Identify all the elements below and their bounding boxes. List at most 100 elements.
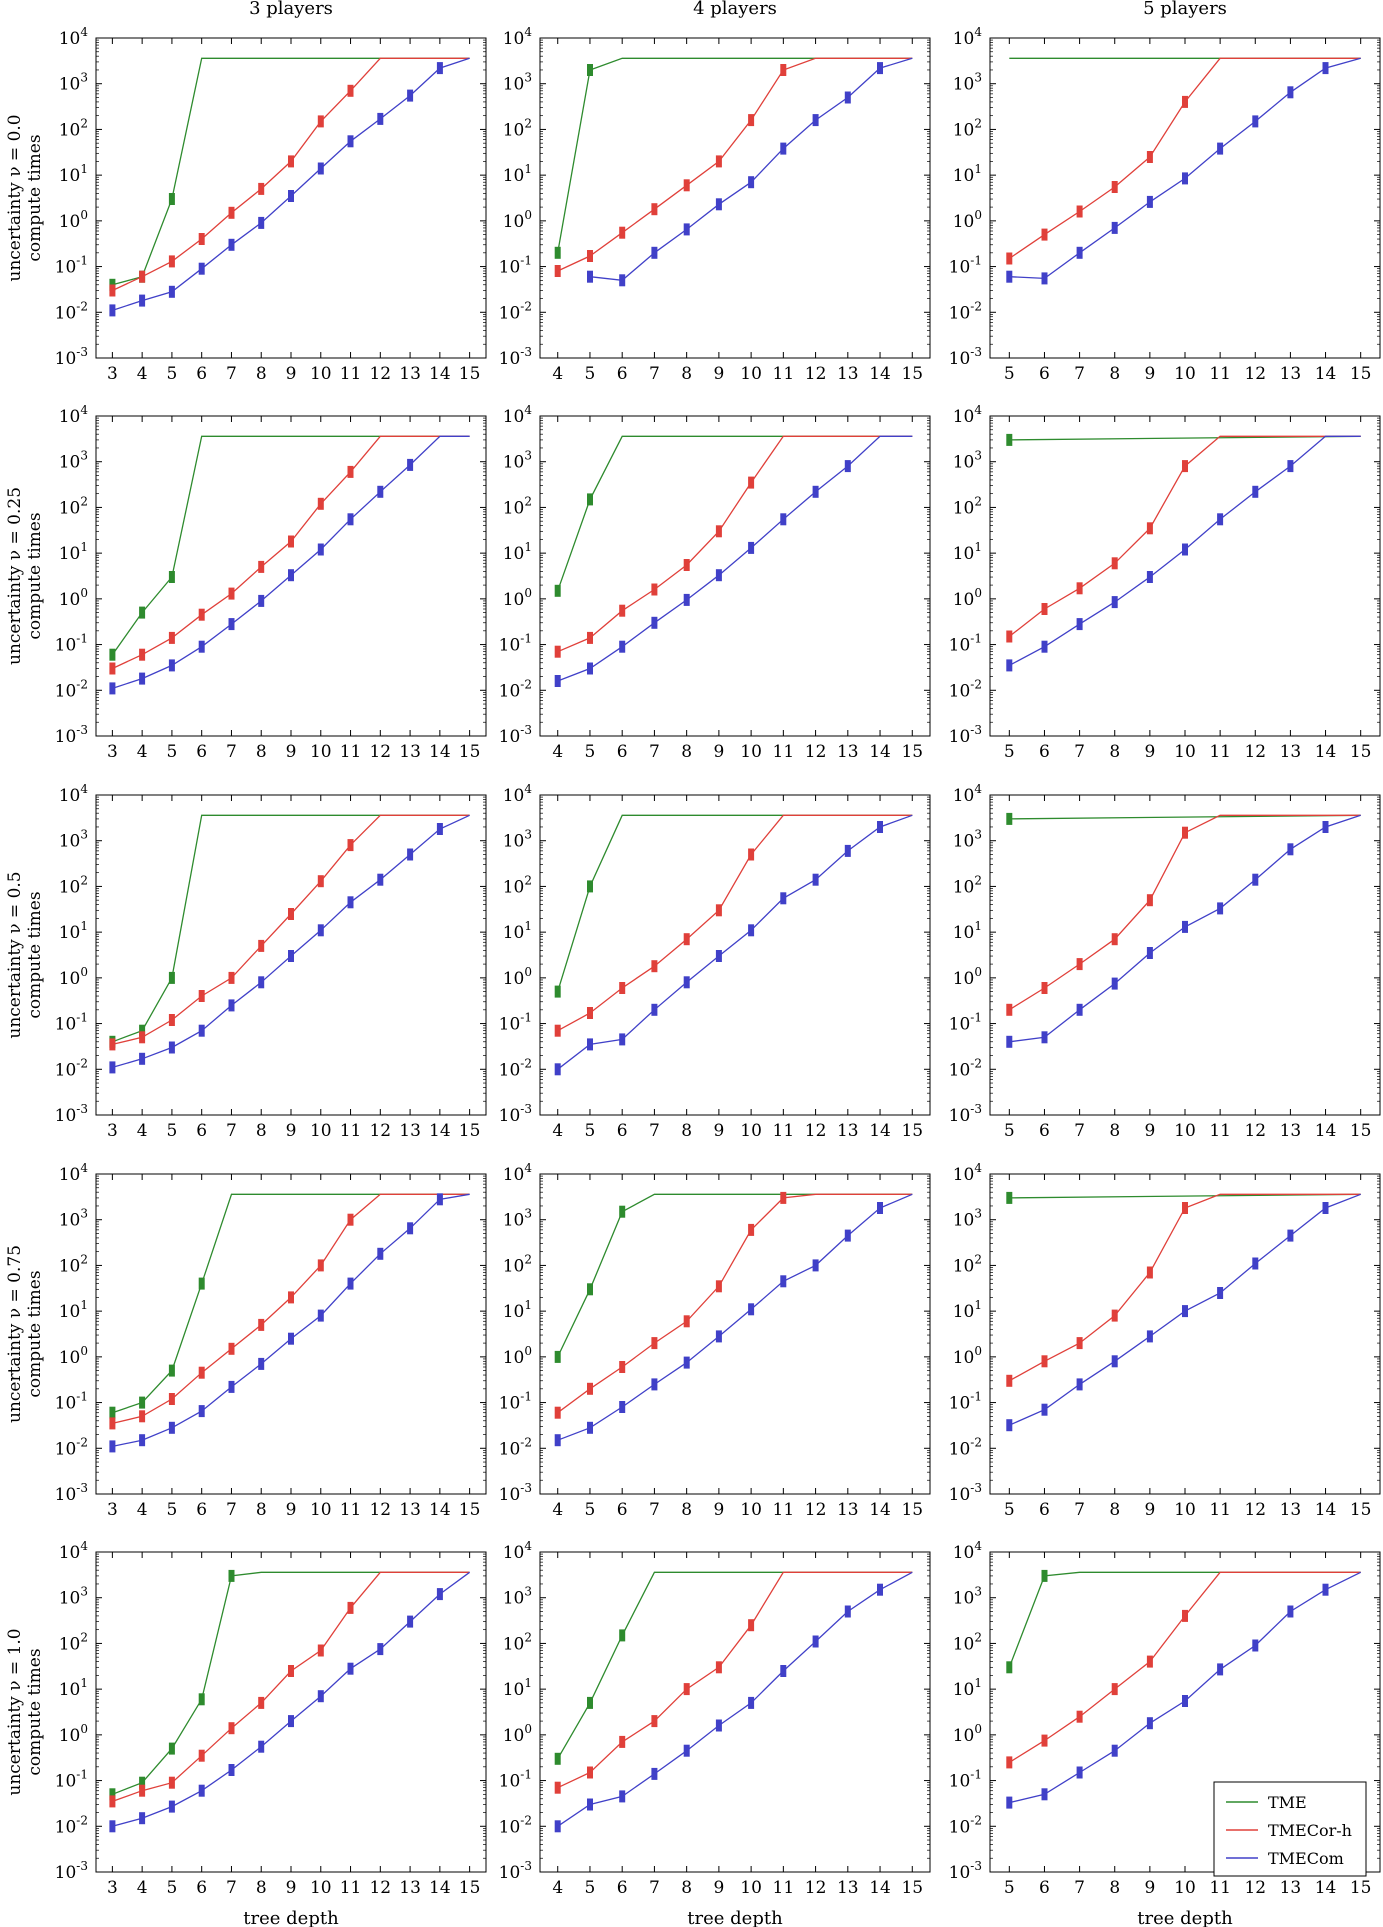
x-tick-label: 8 [1109,1500,1120,1520]
data-point-tmecom [317,1309,324,1322]
data-point-tmecor-h [1182,826,1188,839]
y-tick-label: 101 [503,1298,532,1322]
legend-item-label: TMECom [1268,1849,1344,1868]
y-tick-label: 10-3 [499,345,532,369]
y-tick-label: 103 [59,449,88,473]
x-tick-label: 14 [429,1878,451,1898]
data-point-tmecom [139,1434,146,1447]
plot-frame [539,794,931,1116]
x-tick-label: 4 [137,1500,148,1520]
data-point-tmecom [407,1222,414,1235]
y-tick-label: 10-1 [499,1011,532,1035]
x-tick-label: 5 [167,1500,178,1520]
data-point-tmecom [1287,460,1294,473]
plot-frame [989,1173,1381,1495]
y-tick-label: 102 [59,1252,88,1276]
y-tick-label: 10-3 [55,345,88,369]
y-tick-label: 104 [59,25,89,49]
x-tick-label: 6 [617,364,628,384]
x-tick-label: 5 [167,742,178,762]
x-tick-label: 4 [137,1121,148,1141]
data-point-tmecom [1146,571,1153,583]
series-line-tmecor-h [1008,1571,1361,1763]
row-label: uncertainty ν = 0.75compute times [5,1245,45,1423]
y-tick-label: 102 [503,1252,532,1276]
data-point-tmecor-h [683,559,690,571]
x-tick-label: 11 [340,364,362,384]
data-point-tmecor-h [715,1280,722,1293]
data-point-tmecor-h [1182,95,1188,108]
y-tick-label: 104 [503,25,533,49]
x-tick-label: 10 [740,364,762,384]
y-tick-label: 103 [59,71,88,95]
x-tick-label: 15 [901,364,923,384]
data-point-tmecor-h [1076,1710,1083,1723]
data-point-tmecor-h [1182,1609,1188,1622]
data-point-tmecom [168,1800,175,1813]
y-tick-label: 102 [503,494,532,518]
y-tick-label: 101 [503,1676,532,1700]
data-point-tmecom [377,485,384,498]
x-tick-label: 9 [1144,364,1155,384]
data-point-tmecom [1006,270,1013,283]
data-point-tmecom [436,1588,443,1601]
data-point-tmecom [1111,596,1118,609]
y-tick-label: 10-3 [499,1481,532,1505]
x-tick-label: 7 [649,742,660,762]
data-point-tmecor-h [683,933,690,946]
data-point-tmecor-h [1146,894,1153,907]
x-tick-label: 13 [399,742,421,762]
data-point-tmecom [1287,843,1294,856]
data-point-tmecom [587,662,593,675]
data-point-tmecom [780,513,787,526]
data-point-tmecor-h [1076,1337,1083,1350]
x-tick-label: 15 [1350,1500,1372,1520]
data-point-tmecom [844,91,851,104]
data-point-tmecom [1041,1031,1048,1044]
y-tick-label: 102 [59,1630,88,1654]
data-point-tmecom [1217,513,1224,526]
x-tick-label: 7 [1074,364,1085,384]
data-point-tmecom [748,924,755,937]
data-point-tmecom [109,1440,116,1453]
y-tick-label: 101 [59,162,88,186]
data-point-tmecom [1252,1639,1259,1652]
series-line-tme [111,435,470,656]
data-point-tmecom [780,892,787,905]
data-point-tmecom [228,999,235,1012]
x-tick-label: 5 [1004,1878,1015,1898]
series-line-tmecor-h [1008,57,1361,260]
x-tick-label: 9 [286,1878,297,1898]
data-point-tmecor-h [258,1318,265,1331]
y-tick-label: 104 [59,1161,89,1185]
x-tick-label: 11 [1209,364,1231,384]
data-point-tmecom [407,848,414,861]
y-tick-label: 10-1 [949,632,982,656]
series-line-tmecom [112,57,470,312]
x-tick-label: 11 [773,364,795,384]
data-point-tmecom [587,270,593,283]
data-point-tmecom [748,1303,755,1316]
y-tick-label: 102 [503,873,532,897]
y-tick-label: 10-1 [55,254,88,278]
plot-frame [539,1173,931,1495]
x-tick-label: 8 [1109,1878,1120,1898]
y-tick-label: 104 [953,782,983,806]
data-point-tmecor-h [1111,1683,1118,1696]
data-point-tmecor-h [619,982,626,994]
y-tick-label: 102 [503,1630,532,1654]
data-point-tmecom [554,675,561,687]
data-point-tmecom [258,1740,265,1753]
series-line-tme [112,1193,470,1414]
x-tick-label: 10 [310,742,332,762]
data-point-tmecom [288,569,294,582]
y-tick-label: 10-1 [949,1390,982,1414]
data-point-tmecor-h [651,960,658,973]
y-tick-label: 100 [59,965,88,989]
x-tick-label: 10 [1174,1121,1196,1141]
data-point-tmecom [1252,485,1259,498]
x-tick-label: 3 [107,1878,118,1898]
y-tick-label: 10-1 [499,1390,532,1414]
data-point-tme [554,246,561,259]
